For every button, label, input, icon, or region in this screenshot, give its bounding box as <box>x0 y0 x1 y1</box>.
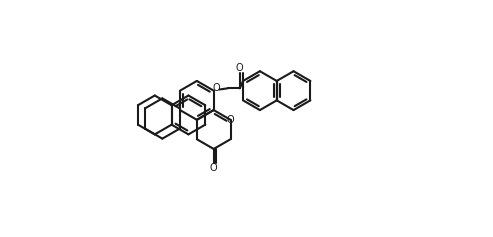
Text: O: O <box>210 164 217 173</box>
Text: O: O <box>212 83 220 93</box>
Text: O: O <box>236 63 244 73</box>
Text: O: O <box>227 115 234 125</box>
